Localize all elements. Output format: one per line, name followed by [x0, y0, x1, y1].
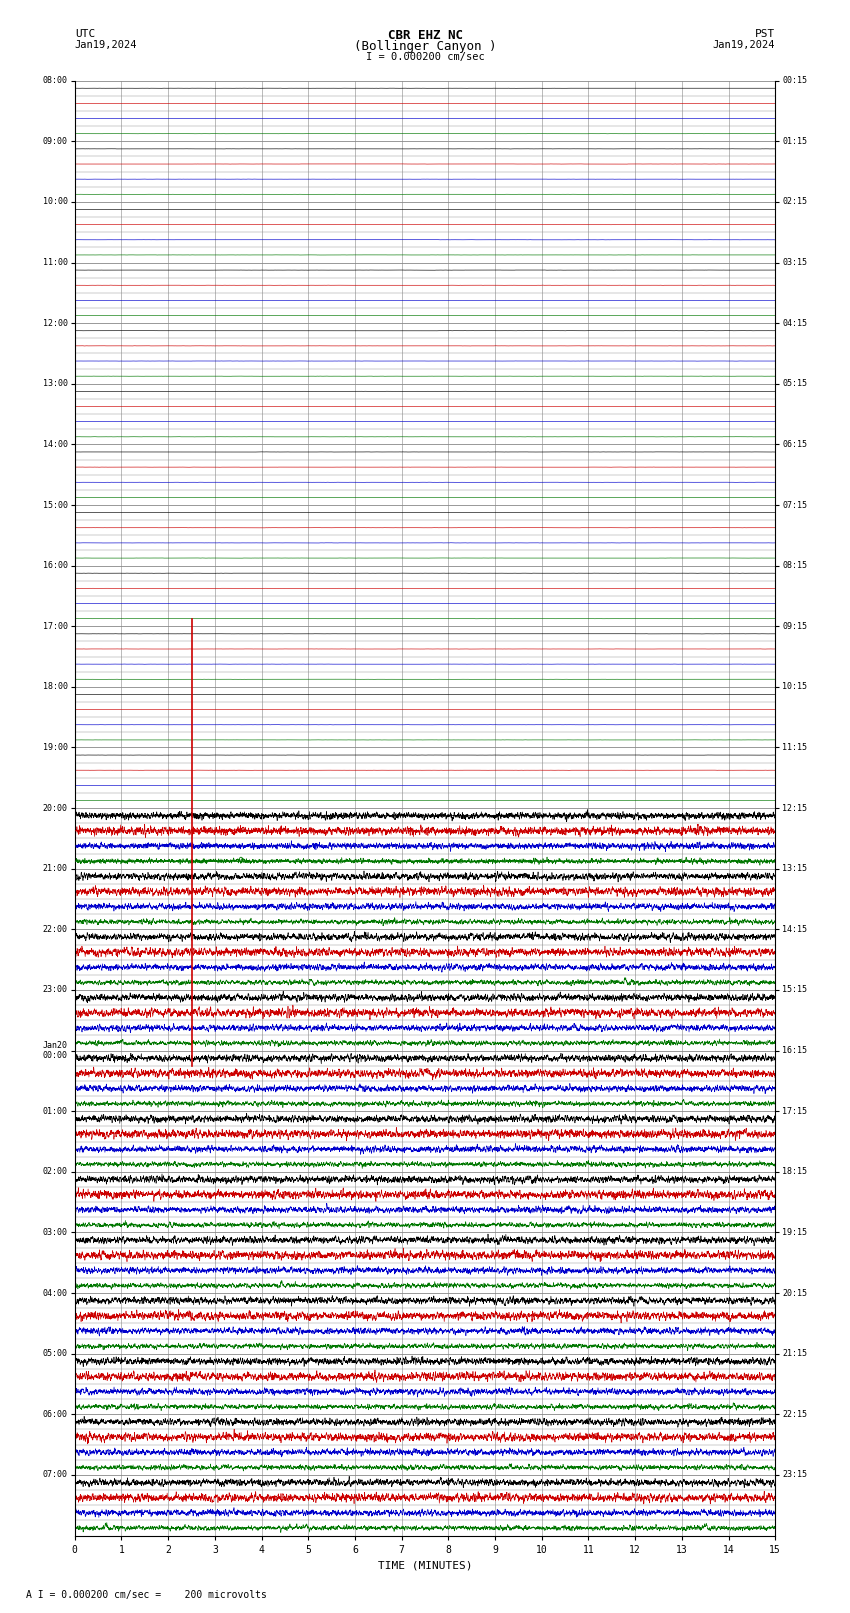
Text: I = 0.000200 cm/sec: I = 0.000200 cm/sec [366, 52, 484, 61]
Text: A I = 0.000200 cm/sec =    200 microvolts: A I = 0.000200 cm/sec = 200 microvolts [26, 1590, 266, 1600]
Text: UTC: UTC [75, 29, 95, 39]
Text: CBR EHZ NC: CBR EHZ NC [388, 29, 462, 42]
Text: PST: PST [755, 29, 775, 39]
X-axis label: TIME (MINUTES): TIME (MINUTES) [377, 1560, 473, 1569]
Text: Jan19,2024: Jan19,2024 [712, 40, 775, 50]
Text: (Bollinger Canyon ): (Bollinger Canyon ) [354, 40, 496, 53]
Text: Jan19,2024: Jan19,2024 [75, 40, 138, 50]
